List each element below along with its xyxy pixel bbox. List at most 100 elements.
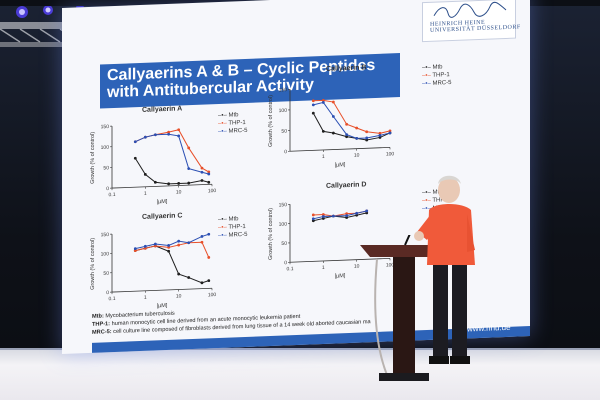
data-point	[345, 214, 349, 217]
x-tick-label: 1	[322, 265, 325, 271]
x-tick-label: 100	[208, 188, 217, 194]
projection-screen: HEINRICH HEINE UNIVERSITÄT DÜSSELDORF Ca…	[62, 0, 530, 355]
chart-title: Callyaerin D	[326, 181, 367, 190]
legend-label: THP-1	[228, 223, 246, 231]
data-point	[345, 122, 349, 126]
data-point	[311, 213, 315, 217]
y-tick-label: 50	[281, 128, 287, 134]
legend-label: Mtb	[228, 216, 239, 223]
data-point	[345, 133, 349, 136]
x-tick-label: 10	[176, 293, 182, 299]
legend-swatch: –•–	[422, 64, 433, 72]
legend-entry: –•– MRC-5	[422, 79, 451, 88]
data-point	[207, 172, 211, 176]
data-point	[200, 235, 204, 238]
data-point	[207, 279, 211, 283]
series-line	[313, 101, 391, 139]
series-mrc-5	[133, 232, 211, 251]
y-axis-label: Growth (% of control)	[268, 208, 274, 260]
data-point	[365, 130, 369, 134]
chart-legend: –•– Mtb–•– THP-1–•– MRC-5	[218, 215, 247, 240]
y-tick-label: 50	[281, 241, 287, 247]
data-point	[153, 133, 157, 137]
legend-label: MRC-5	[432, 80, 452, 87]
data-point	[200, 281, 204, 285]
y-tick-label: 50	[103, 165, 109, 171]
y-tick-label: 100	[101, 145, 110, 151]
data-point	[311, 103, 315, 107]
x-tick-label: 0.1	[109, 192, 116, 198]
x-axis-label: [µM]	[335, 273, 346, 279]
data-point	[187, 181, 191, 185]
x-axis-line	[112, 287, 212, 293]
data-point	[321, 215, 325, 218]
data-point	[365, 209, 369, 213]
y-tick-label: 100	[101, 251, 110, 257]
data-point	[331, 214, 335, 218]
data-point	[331, 115, 335, 118]
chart-axes: 0 50 100 150 1 10 100 [µM] Growth (% of control)	[268, 87, 395, 168]
data-point	[167, 182, 171, 186]
y-tick-label: 0	[284, 149, 287, 155]
data-point	[167, 244, 171, 247]
legend-label: THP-1	[228, 119, 246, 127]
legend-label: MRC-5	[228, 231, 248, 239]
chart-legend: –•– Mtb–•– THP-1–•– MRC-5	[218, 111, 247, 136]
data-point	[133, 247, 137, 251]
x-tick-label: 100	[386, 151, 395, 157]
data-point	[388, 129, 392, 133]
legend-swatch: –•–	[218, 112, 229, 120]
series-line	[135, 129, 210, 173]
data-point	[167, 249, 171, 253]
chart-callyaerin-a: Callyaerin A 0 50 100 150 0.1 1 10 100 [µM] Growt…	[62, 0, 530, 205]
data-point	[177, 243, 181, 247]
series-line	[135, 241, 210, 258]
legend-entry: –•– MRC-5	[218, 127, 247, 136]
legend-swatch: –•–	[218, 120, 229, 128]
series-mrc-5	[133, 132, 211, 176]
stage-floor	[0, 350, 600, 400]
chart-plot: 0 50 100 150 0.1 1 10 100 [µM] Growth (% of contr…	[268, 202, 395, 279]
series-line	[135, 133, 209, 175]
data-point	[311, 217, 315, 221]
legend-swatch: –•–	[422, 72, 433, 80]
x-tick-label: 100	[386, 262, 395, 268]
data-point	[153, 180, 157, 184]
y-tick-label: 0	[106, 290, 109, 296]
x-tick-label: 0.1	[287, 266, 294, 272]
data-point	[345, 135, 349, 139]
signature-logo-mark	[433, 1, 507, 18]
data-point	[143, 172, 147, 176]
data-point	[311, 99, 315, 103]
legend-swatch: –•–	[422, 80, 433, 88]
x-tick-label: 1	[144, 191, 147, 197]
data-point	[365, 138, 369, 142]
chart-axes: 0 50 100 150 0.1 1 10 100 [µM] Growth (% of contr…	[268, 202, 395, 279]
data-point	[365, 136, 369, 140]
series-line	[313, 210, 367, 220]
x-tick-label: 1	[322, 154, 325, 160]
legend-label: MRC-5	[228, 127, 248, 135]
x-axis-line	[290, 257, 390, 263]
data-point	[200, 166, 204, 170]
legend-swatch: –•–	[218, 128, 229, 136]
series-mrc-5	[311, 209, 369, 221]
data-point	[200, 240, 204, 244]
data-point	[378, 133, 382, 137]
x-tick-label: 10	[354, 153, 360, 159]
x-tick-label: 100	[208, 292, 217, 298]
legend-label: THP-1	[432, 72, 450, 79]
data-point	[207, 232, 211, 236]
x-tick-label: 10	[354, 264, 360, 270]
chart-plot: 0 50 100 150 1 10 100 [µM] Growth (% of control)	[268, 87, 395, 168]
data-point	[200, 170, 204, 174]
chart-callyaerin-d: Callyaerin D 0 50 100 150 0.1 1 10 100 [µM] Growt…	[62, 0, 530, 279]
series-thp-1	[311, 98, 392, 135]
data-point	[177, 182, 181, 185]
series-line	[135, 245, 209, 284]
chart-callyaerin-c: Callyaerin C 0 50 100 150 0.1 1 10 100 [µM] Growt…	[62, 0, 530, 309]
y-tick-label: 150	[101, 124, 110, 130]
data-point	[187, 167, 191, 171]
data-point	[177, 239, 181, 243]
legend-label: Mtb	[432, 64, 443, 71]
